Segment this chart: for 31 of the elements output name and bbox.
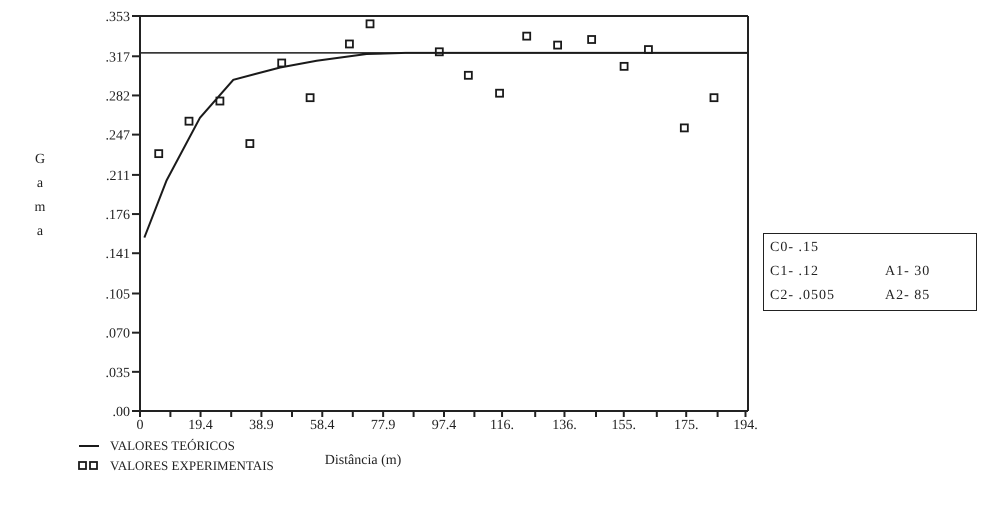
- text: C2- .0505: [770, 288, 836, 304]
- x-tick-label: 38.9: [249, 418, 274, 433]
- y-tick-label: .247: [106, 128, 130, 144]
- y-tick-label: .00: [112, 404, 130, 420]
- x-tick-label: 58.4: [310, 418, 335, 433]
- y-axis-title: Gama: [34, 151, 46, 241]
- text: C0- .15: [770, 240, 820, 256]
- y-tick-label: .105: [106, 287, 130, 302]
- y-tick-label: .353: [106, 10, 130, 25]
- x-tick-label: 77.9: [370, 418, 396, 433]
- x-tick-label: 0: [136, 418, 144, 433]
- legend-label: VALORES EXPERIMENTAIS: [110, 457, 274, 475]
- legend-label: VALORES TEÓRICOS: [110, 437, 235, 455]
- x-tick-label: 155.: [612, 418, 636, 433]
- y-tick-label: .317: [106, 50, 130, 66]
- y-tick-label: .176: [106, 208, 130, 224]
- x-axis-title: Distância (m): [324, 453, 402, 469]
- y-tick-label: .141: [106, 247, 130, 262]
- x-tick-label: 97.4: [432, 418, 456, 433]
- x-tick-label: 136.: [552, 418, 577, 433]
- y-tick-label: .211: [106, 168, 130, 184]
- y-tick-label: .035: [106, 366, 130, 381]
- y-tick-label: .282: [106, 89, 130, 104]
- text: A1- 30: [885, 264, 932, 280]
- y-tick-label: .070: [106, 326, 130, 342]
- x-tick-label: 194.: [733, 418, 758, 433]
- x-tick-label: 19.4: [188, 418, 213, 433]
- text: A2- 85: [885, 288, 932, 304]
- text: C1- .12: [770, 264, 820, 280]
- x-tick-label: 175.: [674, 418, 698, 433]
- x-tick-label: 116.: [490, 418, 514, 433]
